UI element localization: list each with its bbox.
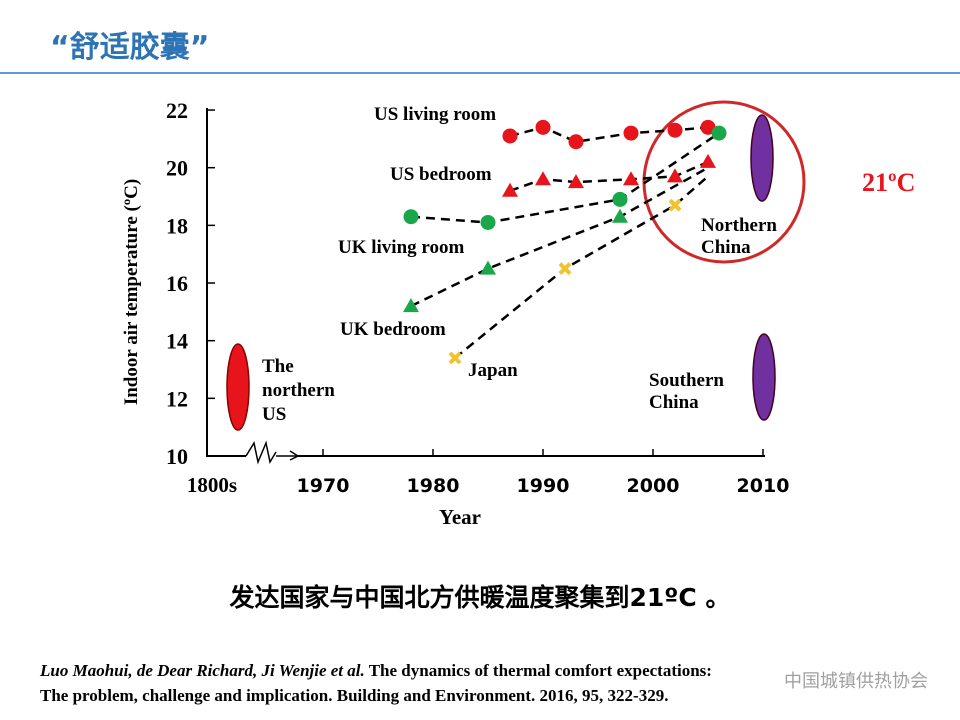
annotation-northern-us: northern [262, 380, 335, 401]
x-tick-label: 1970 [297, 475, 350, 497]
data-point [667, 122, 683, 138]
caption: 发达国家与中国北方供暖温度聚集到21ºC 。 [229, 583, 731, 612]
y-tick-label: 18 [166, 213, 188, 238]
x-tick-label: 2010 [737, 475, 790, 497]
data-point [502, 128, 518, 144]
data-point [535, 119, 551, 135]
data-point [623, 171, 639, 186]
axis-break [245, 440, 277, 465]
data-point [448, 351, 462, 365]
series-label: US bedroom [390, 164, 492, 185]
series-label: US living room [374, 104, 496, 125]
x-tick-label: 1990 [517, 475, 570, 497]
data-point [668, 198, 682, 212]
y-tick-label: 14 [166, 329, 188, 354]
series-line [509, 126, 709, 144]
y-tick-label: 20 [166, 156, 188, 181]
data-point [623, 125, 639, 141]
series-label: Japan [468, 360, 518, 381]
annotation-northern-china: China [701, 237, 751, 258]
y-tick-label: 22 [166, 98, 188, 123]
data-point [502, 182, 518, 197]
data-point [568, 174, 584, 189]
series-line [454, 175, 709, 359]
data-point [612, 191, 628, 207]
annotation-northern-us: US [262, 404, 286, 425]
series-label: UK bedroom [340, 319, 446, 340]
data-point [480, 214, 496, 230]
data-point [403, 209, 419, 225]
x-axis-label: Year [439, 505, 481, 529]
reference: Luo Maohui, de Dear Richard, Ji Wenjie e… [40, 658, 712, 708]
data-point [700, 119, 716, 135]
x-tick-label: 1800s [187, 473, 237, 497]
southern-china-ellipse [752, 333, 776, 421]
data-point [667, 168, 683, 183]
reference-title: The dynamics of thermal comfort expectat… [364, 661, 712, 680]
reference-authors: Luo Maohui, de Dear Richard, Ji Wenjie e… [40, 661, 365, 680]
reference-journal: The problem, challenge and implication. … [40, 686, 669, 705]
data-point [700, 153, 716, 168]
data-point [612, 208, 628, 223]
x-tick-label: 1980 [407, 475, 460, 497]
data-point [535, 171, 551, 186]
y-axis-label: Indoor air temperature (ºC) [121, 179, 142, 405]
data-point [711, 125, 727, 141]
northern-china-ellipse [750, 114, 774, 202]
annotation-northern-china: Northern [701, 215, 777, 236]
annotation-southern-china: Southern [649, 370, 724, 391]
y-tick-label: 16 [166, 271, 188, 296]
series-line [509, 160, 709, 192]
x-tick-label: 2000 [627, 475, 680, 497]
series-line [410, 166, 709, 308]
y-tick-label: 10 [166, 444, 188, 469]
data-point [558, 262, 572, 276]
annotation-southern-china: China [649, 392, 699, 413]
data-point [480, 260, 496, 275]
series-line [410, 132, 720, 224]
annotation-21c: 21ºC [862, 168, 915, 197]
watermark: 中国城镇供热协会 [784, 671, 928, 692]
data-point [403, 298, 419, 313]
page-title: “舒适胶囊” [50, 30, 210, 65]
title-divider [0, 72, 960, 74]
annotation-northern-us: The [262, 356, 294, 377]
y-tick-label: 12 [166, 386, 188, 411]
series-label: UK living room [338, 237, 464, 258]
northern-us-ellipse [226, 343, 250, 431]
data-point [568, 134, 584, 150]
